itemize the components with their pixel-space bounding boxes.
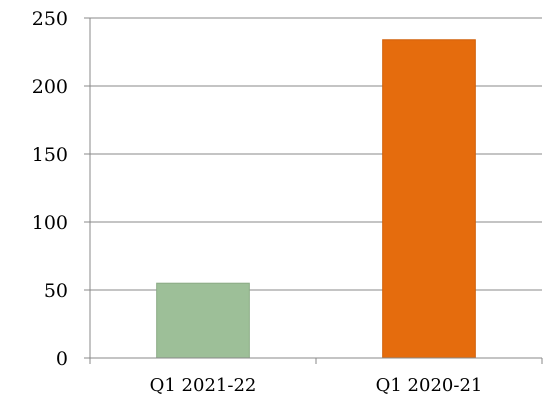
y-tick-labels: 0 50 100 150 200 250 — [32, 8, 68, 370]
bars — [156, 39, 476, 359]
y-tick-label: 0 — [56, 348, 68, 370]
bar-2 — [382, 39, 476, 359]
x-category-label: Q1 2020-21 — [376, 375, 483, 396]
y-tick-label: 200 — [32, 76, 68, 98]
axes — [84, 17, 543, 364]
bar-1 — [156, 282, 250, 359]
x-category-labels: Q1 2021-22 Q1 2020-21 — [150, 375, 483, 396]
y-tick-label: 250 — [32, 8, 68, 30]
x-category-label: Q1 2021-22 — [150, 375, 257, 396]
y-tick-label: 100 — [32, 212, 68, 234]
y-tick-label: 50 — [44, 280, 68, 302]
y-tick-label: 150 — [32, 144, 68, 166]
